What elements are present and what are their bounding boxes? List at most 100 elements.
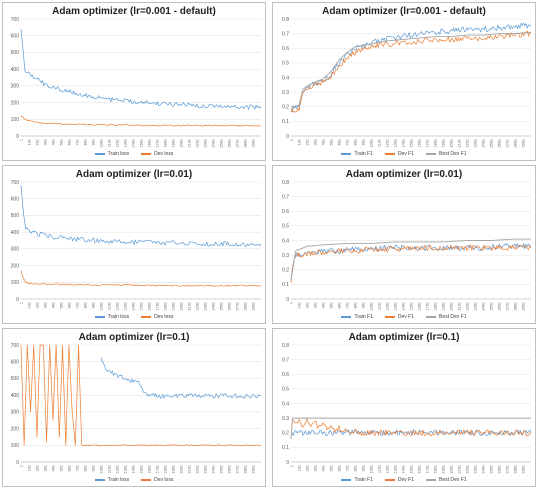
chart-title: Adam optimizer (lr=0.001 - default) [322,6,486,17]
x-tick-label: 701 [345,302,349,308]
x-tick-label: 501 [59,302,63,308]
x-tick-label: 1701 [425,465,429,473]
legend-swatch [341,316,352,318]
y-tick-label: 0.8 [282,343,289,349]
legend: Train F1 Dev F1 Best Dev F1 [273,314,535,320]
y-tick-label: 600 [11,34,20,40]
legend-item: Train loss [94,477,129,483]
x-tick-label: 2001 [179,139,183,147]
y-tick-label: 200 [11,100,20,106]
legend-label: Best Dev F1 [439,314,467,320]
x-tick-label: 1601 [417,465,421,473]
x-tick-label: 801 [353,465,357,471]
x-tick-label: 2801 [513,302,517,310]
x-tick-label: 101 [297,465,301,471]
x-tick-label: 2401 [211,465,215,473]
x-tick-label: 601 [337,139,341,145]
legend-item: Dev F1 [384,314,414,320]
series-line [20,28,262,110]
series-line [290,22,532,113]
legend: Train loss Dev loss [3,314,265,320]
x-tick-label: 2101 [187,302,191,310]
y-tick-label: 0.1 [282,282,289,288]
x-tick-label: 2501 [489,465,493,473]
x-tick-label: 1001 [369,465,373,473]
legend-label: Best Dev F1 [439,151,467,157]
x-tick-label: 2701 [235,302,239,310]
x-tick-label: 201 [35,302,39,308]
x-tick-label: 2701 [505,465,509,473]
x-tick-label: 401 [321,302,325,308]
legend: Train F1 Dev F1 Best Dev F1 [273,477,535,483]
x-tick-label: 1501 [409,465,413,473]
x-tick-label: 401 [321,465,325,471]
x-tick-label: 2201 [465,465,469,473]
x-tick-label: 1801 [163,302,167,310]
legend-swatch [384,153,395,155]
x-tick-label: 1601 [147,302,151,310]
x-tick-label: 301 [313,465,317,471]
x-tick-label: 1001 [99,139,103,147]
x-tick-label: 1 [19,465,23,467]
legend-label: Train F1 [354,477,373,483]
x-tick-label: 2101 [457,302,461,310]
x-tick-label: 1201 [115,465,119,473]
chart-panel: Adam optimizer (lr=0.001 - default) 0 0.1 0… [272,2,536,161]
x-tick-label: 2901 [521,465,525,473]
x-tick-label: 901 [361,139,365,145]
legend-item: Dev loss [141,151,173,157]
legend-label: Dev loss [154,314,174,320]
legend-label: Train loss [107,151,130,157]
x-tick-label: 2201 [195,302,199,310]
series-line [290,238,531,281]
x-tick-label: 701 [75,465,79,471]
legend-item: Dev loss [141,477,173,483]
x-tick-label: 2001 [449,465,453,473]
y-tick-label: 0.5 [282,387,289,393]
x-tick-label: 801 [353,139,357,145]
x-tick-label: 1801 [433,302,437,310]
x-tick-label: 2101 [187,139,191,147]
x-tick-label: 2301 [203,139,207,147]
x-tick-label: 1101 [377,465,381,473]
y-tick-label: 0 [16,297,19,303]
x-tick-label: 801 [353,302,357,308]
x-tick-label: 2601 [227,465,231,473]
legend-label: Dev F1 [397,477,415,483]
y-tick-label: 100 [11,443,20,449]
legend-item: Best Dev F1 [426,314,467,320]
x-tick-label: 401 [51,302,55,308]
x-tick-label: 901 [361,465,365,471]
x-tick-label: 1401 [131,465,135,473]
x-tick-label: 2601 [497,139,501,147]
x-tick-label: 1401 [401,139,405,147]
legend-swatch [426,479,437,481]
x-tick-label: 2401 [211,139,215,147]
y-tick-label: 0 [286,460,289,466]
chart-title: Adam optimizer (lr=0.01) [345,169,463,180]
chart-title: Adam optimizer (lr=0.1) [348,332,460,343]
legend-label: Dev F1 [397,151,415,157]
x-tick-label: 701 [345,465,349,471]
x-tick-label: 201 [305,139,309,145]
x-tick-label: 1201 [385,139,389,147]
x-tick-label: 1001 [369,139,373,147]
x-tick-label: 1301 [393,139,397,147]
x-tick-label: 1 [289,302,293,304]
series-line [20,116,262,127]
x-tick-label: 2501 [219,302,223,310]
x-tick-label: 1001 [369,302,373,310]
x-tick-label: 901 [361,302,365,308]
chart-title: Adam optimizer (lr=0.001 - default) [52,6,216,17]
x-tick-label: 2401 [481,465,485,473]
x-tick-label: 201 [35,139,39,145]
legend-label: Dev loss [154,151,174,157]
x-tick-label: 1101 [107,139,111,147]
y-tick-label: 0.6 [282,372,289,378]
y-tick-label: 400 [11,230,20,236]
x-tick-label: 1301 [123,302,127,310]
series-line [20,344,262,447]
chart-svg: 00.10.20.30.40.50.60.70.81 101 201 301 401 50… [282,343,532,473]
legend-swatch [94,316,105,318]
